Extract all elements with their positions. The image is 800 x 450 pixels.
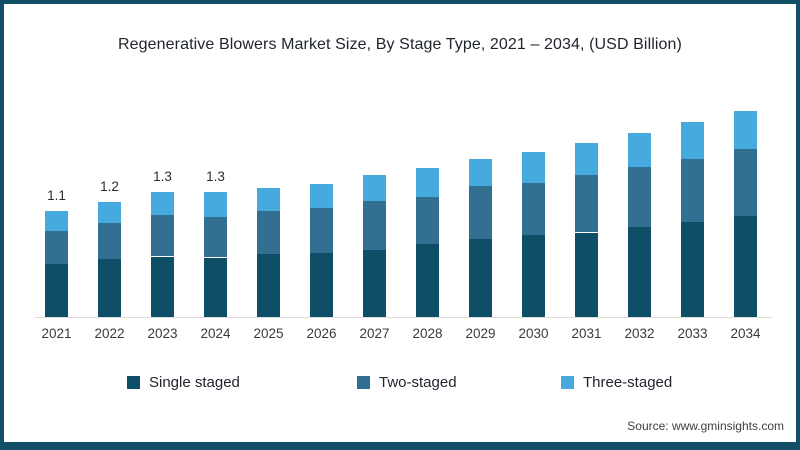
bar-segment-2032-three-staged bbox=[628, 132, 651, 168]
x-axis-tick-2025: 2025 bbox=[253, 326, 284, 341]
x-axis-tick-2022: 2022 bbox=[94, 326, 125, 341]
bar-segment-2023-two-staged bbox=[151, 215, 174, 257]
bar-segment-2024-single-staged bbox=[204, 257, 227, 317]
bar-segment-2028-single-staged bbox=[416, 244, 439, 317]
bar-segment-2030-single-staged bbox=[522, 235, 545, 317]
bar-segment-2027-three-staged bbox=[363, 174, 386, 201]
bar-segment-2024-two-staged bbox=[204, 217, 227, 258]
bar-value-label-2021: 1.1 bbox=[47, 188, 66, 204]
x-axis-tick-2026: 2026 bbox=[306, 326, 337, 341]
x-axis-tick-2028: 2028 bbox=[412, 326, 443, 341]
bar-segment-2029-single-staged bbox=[469, 239, 492, 317]
legend-label-two-staged: Two-staged bbox=[379, 374, 457, 391]
bar-segment-2033-two-staged bbox=[681, 158, 704, 222]
source-credit: Source: www.gminsights.com bbox=[627, 419, 784, 433]
bar-segment-2027-single-staged bbox=[363, 249, 386, 317]
bar-segment-2030-two-staged bbox=[522, 182, 545, 236]
bar-segment-2022-three-staged bbox=[98, 201, 121, 223]
bar-segment-2033-three-staged bbox=[681, 122, 704, 159]
legend-swatch-three-staged bbox=[561, 376, 574, 389]
bar-value-label-2022: 1.2 bbox=[100, 178, 119, 194]
bar-segment-2031-three-staged bbox=[575, 143, 598, 175]
bar-segment-2029-two-staged bbox=[469, 186, 492, 240]
bar-segment-2034-three-staged bbox=[734, 110, 757, 149]
bar-segment-2028-two-staged bbox=[416, 197, 439, 244]
legend-item-single-staged: Single staged bbox=[127, 374, 240, 391]
legend-label-three-staged: Three-staged bbox=[583, 374, 673, 391]
x-axis-tick-2024: 2024 bbox=[200, 326, 231, 341]
legend-item-three-staged: Three-staged bbox=[561, 374, 672, 391]
bar-segment-2025-three-staged bbox=[257, 188, 280, 212]
x-axis-tick-2033: 2033 bbox=[677, 326, 708, 341]
bar-segment-2025-single-staged bbox=[257, 253, 280, 317]
bar-segment-2022-single-staged bbox=[98, 259, 121, 317]
x-axis-tick-2034: 2034 bbox=[730, 326, 761, 341]
bar-segment-2031-two-staged bbox=[575, 174, 598, 233]
legend-label-single-staged: Single staged bbox=[149, 374, 240, 391]
bar-segment-2033-single-staged bbox=[681, 222, 704, 317]
bar-segment-2025-two-staged bbox=[257, 211, 280, 254]
bar-segment-2021-three-staged bbox=[45, 211, 68, 231]
bar-value-label-2024: 1.3 bbox=[206, 169, 225, 185]
bar-segment-2034-two-staged bbox=[734, 149, 757, 217]
legend-swatch-single-staged bbox=[127, 376, 140, 389]
bar-segment-2021-single-staged bbox=[45, 264, 68, 317]
bar-segment-2030-three-staged bbox=[522, 151, 545, 183]
x-axis-tick-2030: 2030 bbox=[518, 326, 549, 341]
bar-segment-2021-two-staged bbox=[45, 230, 68, 265]
bar-segment-2031-single-staged bbox=[575, 232, 598, 317]
x-axis-tick-2021: 2021 bbox=[41, 326, 72, 341]
bar-value-label-2023: 1.3 bbox=[153, 169, 172, 185]
bar-segment-2029-three-staged bbox=[469, 158, 492, 187]
bar-segment-2026-three-staged bbox=[310, 183, 333, 208]
legend-swatch-two-staged bbox=[357, 376, 370, 389]
chart-title: Regenerative Blowers Market Size, By Sta… bbox=[118, 36, 682, 53]
bar-segment-2026-two-staged bbox=[310, 207, 333, 253]
bar-segment-2032-two-staged bbox=[628, 167, 651, 227]
bar-segment-2024-three-staged bbox=[204, 192, 227, 218]
bar-segment-2022-two-staged bbox=[98, 222, 121, 260]
bar-segment-2026-single-staged bbox=[310, 252, 333, 317]
x-axis-tick-2023: 2023 bbox=[147, 326, 178, 341]
x-axis-line bbox=[35, 317, 772, 318]
x-axis-tick-2027: 2027 bbox=[359, 326, 390, 341]
x-axis-tick-2031: 2031 bbox=[571, 326, 602, 341]
bar-segment-2034-single-staged bbox=[734, 216, 757, 317]
bar-segment-2023-three-staged bbox=[151, 192, 174, 216]
legend-item-two-staged: Two-staged bbox=[357, 374, 457, 391]
x-axis-tick-2029: 2029 bbox=[465, 326, 496, 341]
bar-segment-2023-single-staged bbox=[151, 256, 174, 317]
bar-segment-2032-single-staged bbox=[628, 226, 651, 317]
x-axis-tick-2032: 2032 bbox=[624, 326, 655, 341]
bar-segment-2027-two-staged bbox=[363, 200, 386, 250]
bar-segment-2028-three-staged bbox=[416, 168, 439, 197]
